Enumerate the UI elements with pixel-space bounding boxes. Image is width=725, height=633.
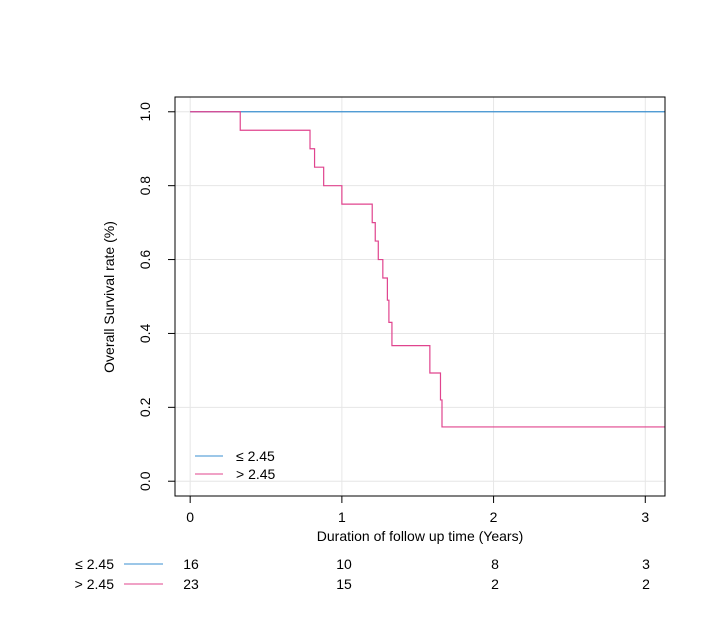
- legend: ≤ 2.45 > 2.45: [195, 448, 276, 482]
- risk-count-1-3: 2: [642, 576, 650, 592]
- risk-count-0-1: 10: [336, 556, 352, 572]
- risk-row-label-0: ≤ 2.45: [75, 556, 114, 572]
- y-tick-label-1: 0.2: [137, 397, 153, 417]
- y-axis-label: Overall Survival rate (%): [101, 221, 117, 373]
- x-tick-label-1: 1: [338, 509, 346, 525]
- y-tick-label-4: 0.8: [137, 176, 153, 196]
- y-tick-label-2: 0.4: [137, 324, 153, 344]
- risk-count-0-2: 8: [491, 556, 499, 572]
- y-axis: 0.0 0.2 0.4 0.6 0.8 1.0: [137, 102, 175, 491]
- grid: [175, 97, 665, 496]
- series-line-1: [190, 111, 665, 428]
- plot-frame: [174, 96, 666, 497]
- risk-count-1-0: 23: [183, 576, 199, 592]
- risk-row-label-1: > 2.45: [75, 576, 115, 592]
- risk-table: ≤ 2.45 16 10 8 3 > 2.45 23 15 2 2: [75, 556, 650, 592]
- risk-count-0-3: 3: [642, 556, 650, 572]
- y-tick-label-3: 0.6: [137, 250, 153, 270]
- x-axis: 0 1 2 3: [186, 496, 649, 525]
- x-axis-label: Duration of follow up time (Years): [317, 528, 523, 544]
- series-lines: [190, 111, 665, 428]
- risk-count-0-0: 16: [183, 556, 199, 572]
- x-tick-label-3: 3: [641, 509, 649, 525]
- risk-count-1-1: 15: [336, 576, 352, 592]
- y-tick-label-5: 1.0: [137, 102, 153, 122]
- y-tick-label-0: 0.0: [137, 471, 153, 491]
- x-tick-label-0: 0: [186, 509, 194, 525]
- legend-label-le: ≤ 2.45: [236, 448, 275, 464]
- risk-count-1-2: 2: [491, 576, 499, 592]
- legend-label-gt: > 2.45: [236, 466, 276, 482]
- x-tick-label-2: 2: [490, 509, 498, 525]
